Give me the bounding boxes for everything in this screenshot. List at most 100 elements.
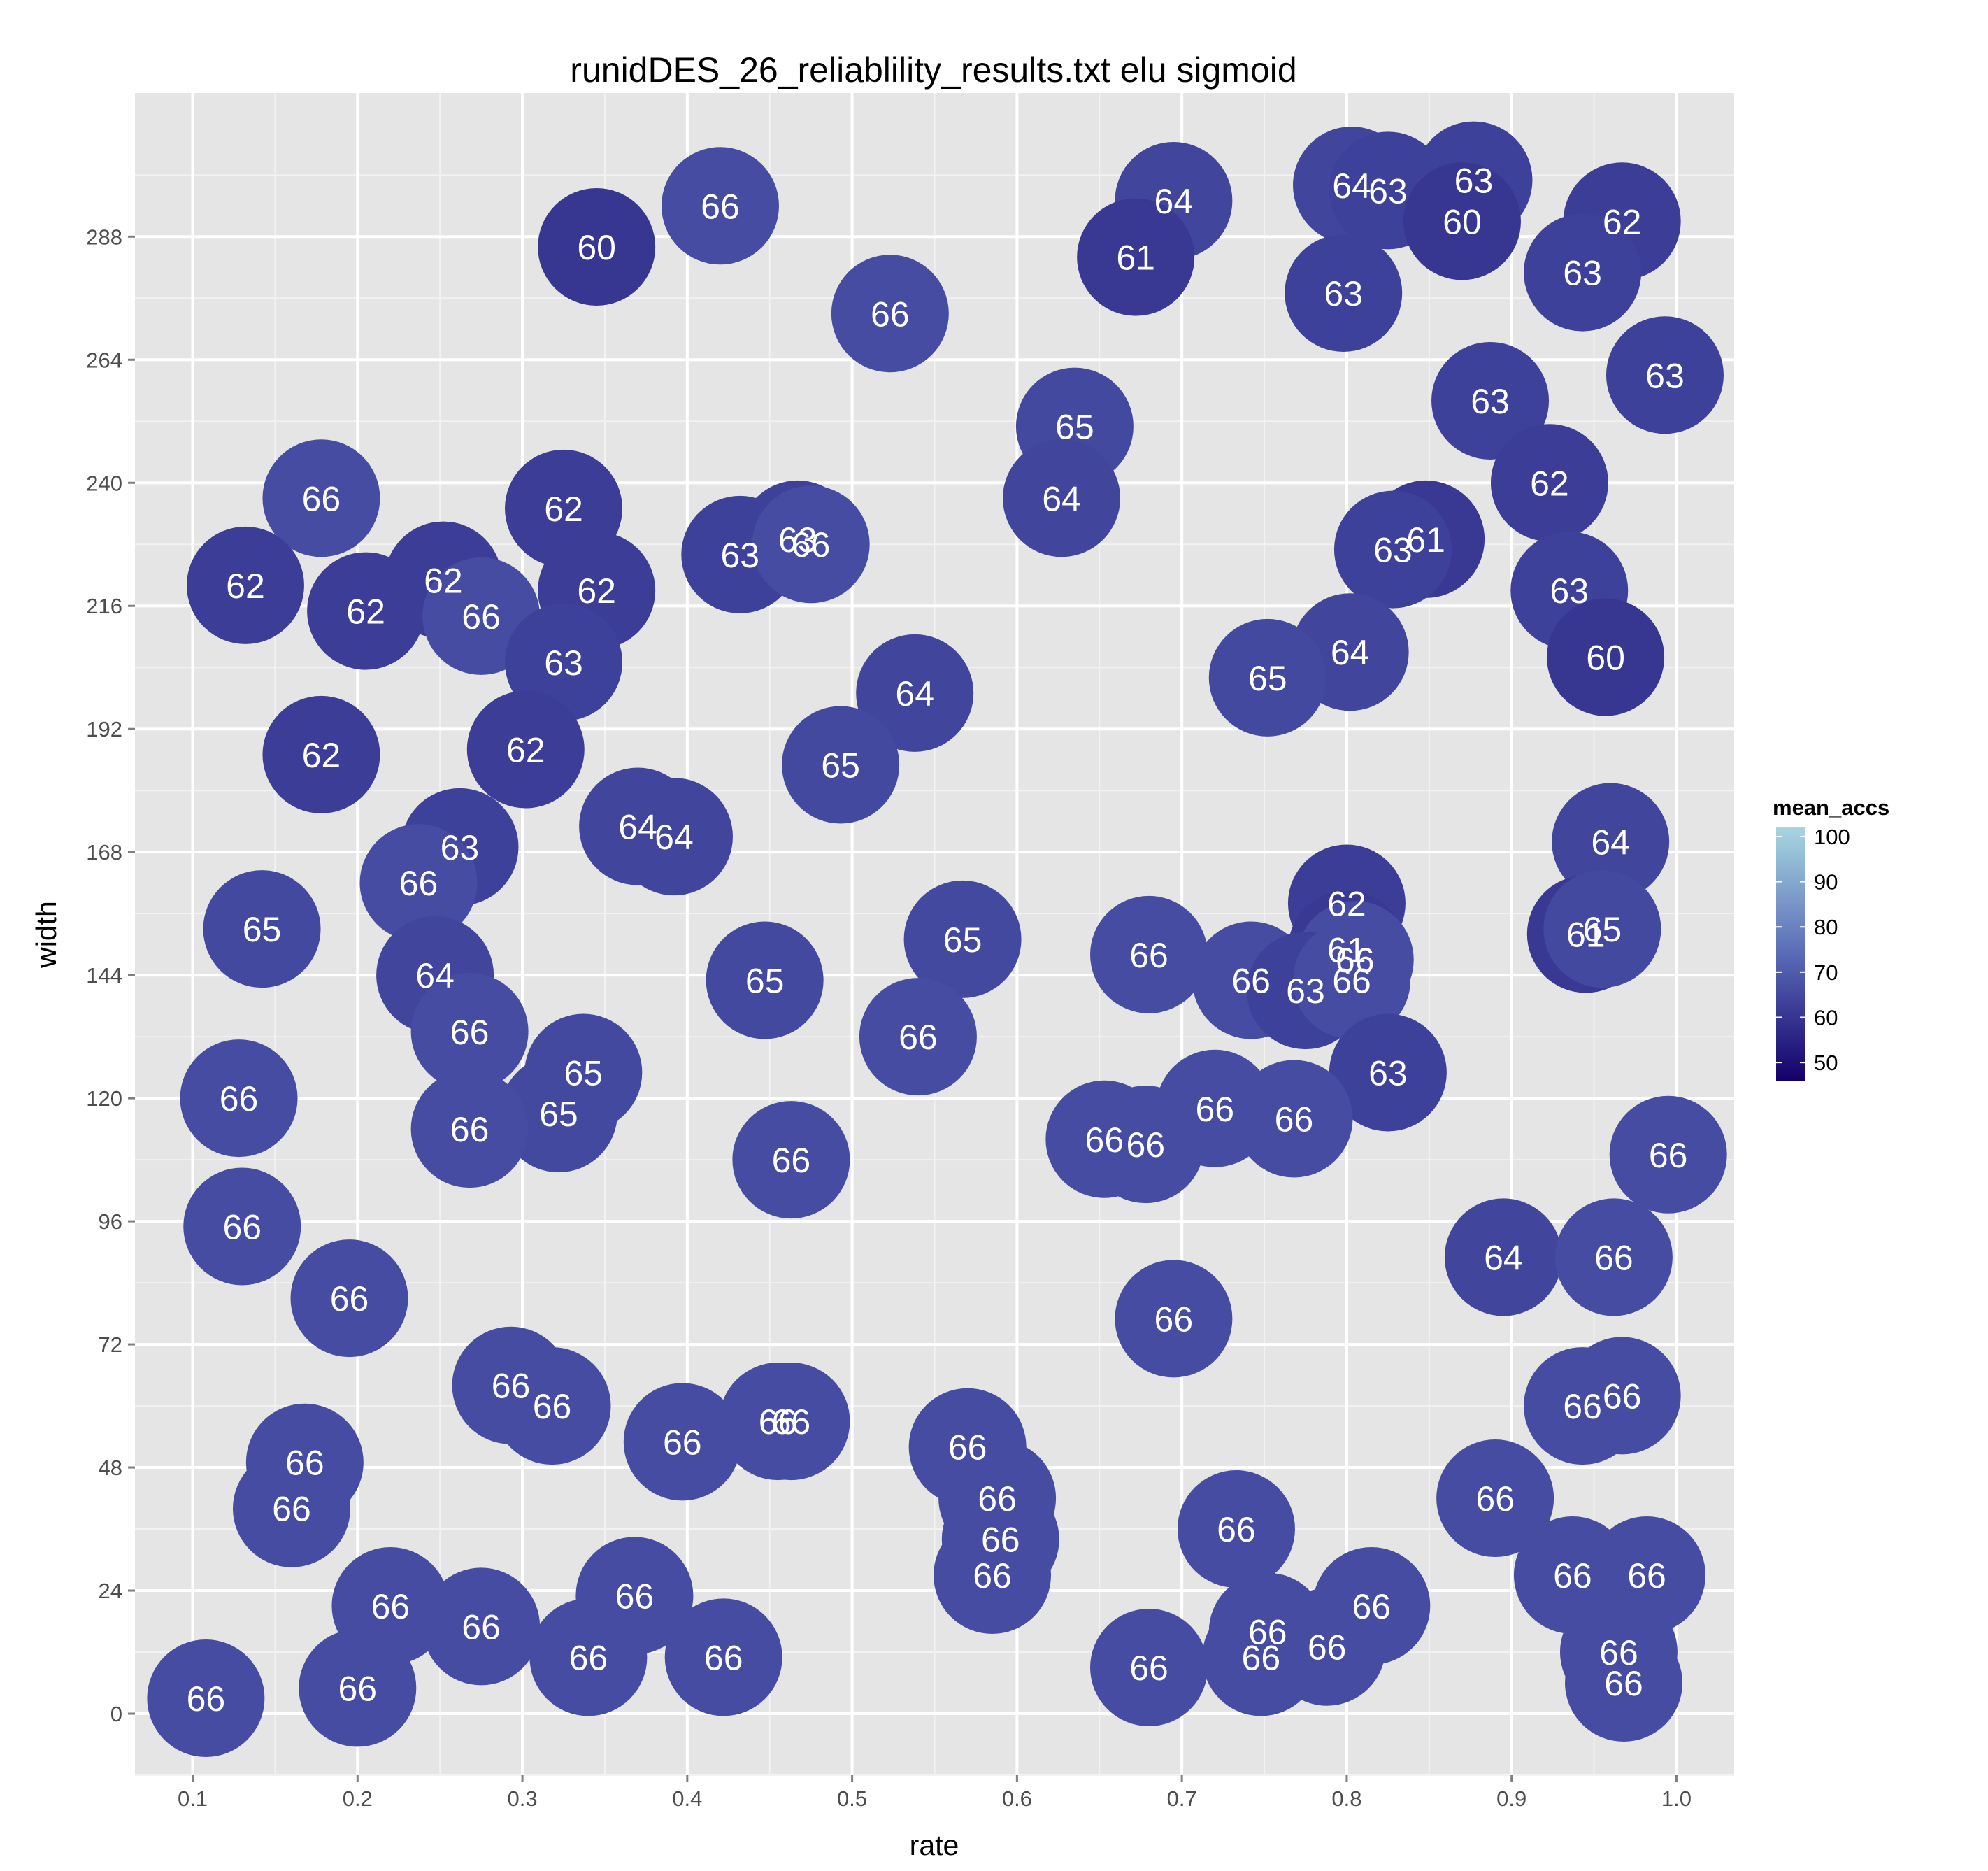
data-point-label: 66 [1594, 1238, 1633, 1277]
data-point-label: 66 [871, 294, 910, 334]
data-point-label: 66 [1336, 941, 1375, 980]
y-tick-label: 96 [99, 1209, 122, 1234]
data-point-label: 66 [399, 864, 438, 903]
data-point-label: 62 [302, 736, 341, 775]
data-point [203, 870, 321, 988]
data-point [180, 1039, 298, 1158]
y-tick-label: 0 [110, 1702, 122, 1726]
data-point-label: 66 [1352, 1587, 1391, 1626]
data-point-label: 63 [1286, 972, 1325, 1011]
data-point [538, 187, 656, 306]
data-point-label: 66 [973, 1556, 1012, 1595]
data-point-label: 66 [701, 187, 740, 226]
data-point-label: 64 [1331, 633, 1370, 672]
data-point [903, 880, 1022, 998]
data-point [1524, 213, 1642, 332]
data-point [262, 439, 380, 557]
data-point [1543, 870, 1661, 988]
legend-tick-label: 70 [1814, 960, 1838, 985]
data-point-label: 63 [1324, 274, 1363, 313]
data-point-label: 66 [1231, 961, 1271, 1000]
data-point-label: 60 [577, 228, 616, 267]
data-point [1403, 162, 1521, 280]
data-point [664, 1598, 782, 1716]
data-point-label: 66 [759, 1402, 798, 1442]
data-point-label: 64 [655, 818, 694, 857]
x-axis-title: rate [910, 1829, 959, 1861]
y-tick-label: 240 [86, 471, 122, 495]
data-point-label: 63 [778, 520, 817, 560]
data-point [1090, 1609, 1208, 1727]
y-tick-label: 264 [86, 348, 122, 372]
data-point-label: 66 [1604, 1664, 1643, 1703]
legend-tick-label: 100 [1814, 825, 1850, 849]
data-point-label: 66 [1599, 1633, 1638, 1672]
data-point-label: 60 [1586, 639, 1625, 678]
data-point-label: 65 [1583, 910, 1622, 949]
data-point [466, 690, 585, 809]
y-tick-label: 144 [86, 963, 122, 988]
x-tick-label: 0.8 [1331, 1786, 1361, 1811]
data-point-label: 66 [1154, 1300, 1194, 1339]
data-point [147, 1639, 265, 1758]
data-point-label: 65 [821, 746, 860, 785]
data-point-label: 66 [302, 479, 341, 518]
data-point-label: 65 [745, 961, 785, 1000]
data-point-label: 62 [424, 562, 463, 601]
data-point [499, 1055, 617, 1173]
data-point [186, 526, 304, 644]
x-tick-label: 0.7 [1167, 1786, 1197, 1811]
data-point-label: 66 [663, 1423, 702, 1462]
data-point-label: 63 [1645, 356, 1685, 395]
data-point-label: 66 [899, 1018, 938, 1057]
data-point-label: 66 [450, 1013, 489, 1052]
data-point [1087, 1086, 1205, 1204]
data-point-label: 66 [220, 1079, 259, 1118]
data-point [422, 1567, 541, 1686]
data-point-label: 66 [338, 1669, 377, 1708]
x-tick-label: 0.1 [178, 1786, 208, 1811]
data-point-label: 64 [1154, 182, 1194, 221]
legend-tick-label: 50 [1814, 1051, 1838, 1075]
data-point-label: 66 [704, 1638, 743, 1677]
data-point-label: 62 [1530, 464, 1569, 503]
data-point-label: 66 [1275, 1100, 1314, 1139]
data-point-label: 66 [978, 1479, 1017, 1518]
data-point [1293, 921, 1411, 1039]
data-point [1177, 1470, 1295, 1588]
data-point-label: 66 [1627, 1556, 1666, 1595]
x-tick-label: 1.0 [1661, 1786, 1692, 1811]
data-point [1208, 618, 1326, 737]
x-tick-label: 0.3 [508, 1786, 538, 1811]
x-tick-label: 0.2 [343, 1786, 373, 1811]
data-point-label: 61 [1116, 239, 1155, 278]
data-point-label: 64 [895, 674, 934, 713]
data-point [299, 1629, 417, 1747]
data-point-label: 64 [1042, 479, 1081, 518]
data-point [232, 1449, 350, 1567]
y-axis-ticks: 0 24 48 72 96 120 144 168 192 216 240 264 288 [86, 225, 135, 1726]
data-point-label: 64 [415, 956, 455, 995]
data-point-label: 62 [226, 567, 265, 606]
data-point-label: 65 [943, 920, 982, 960]
data-point [1565, 1624, 1683, 1742]
legend-tick-label: 90 [1814, 870, 1838, 895]
data-point [1285, 234, 1403, 352]
data-point [1606, 316, 1724, 434]
data-points [147, 121, 1727, 1758]
data-point [290, 1239, 408, 1358]
data-point-label: 62 [1603, 202, 1642, 241]
chart-title: runidDES_26_reliablility_results.txt elu… [570, 50, 1296, 90]
data-point [859, 978, 977, 1096]
data-point-label: 66 [1242, 1638, 1281, 1677]
data-point-label: 66 [187, 1679, 226, 1719]
data-point-label: 62 [577, 571, 616, 611]
data-point-label: 66 [1649, 1136, 1688, 1175]
data-point-label: 66 [1553, 1556, 1592, 1595]
data-point-label: 66 [1129, 1649, 1168, 1688]
data-point [529, 1598, 648, 1716]
data-point-label: 66 [1332, 961, 1371, 1000]
data-point [1431, 341, 1550, 460]
